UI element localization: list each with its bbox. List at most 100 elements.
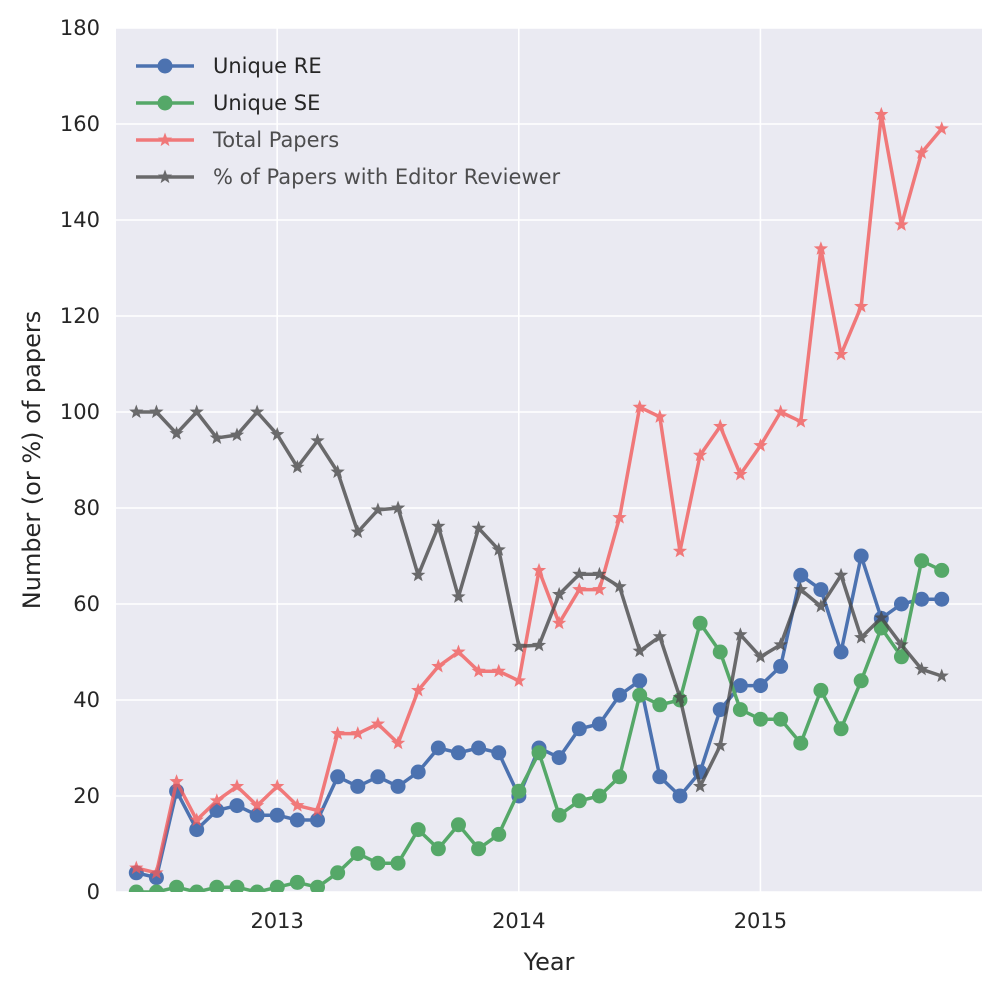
data-point [733, 466, 748, 481]
data-point [370, 855, 386, 871]
data-point [853, 673, 869, 689]
data-point [591, 716, 607, 732]
data-point [330, 865, 346, 881]
series-of-papers-with-editor-reviewer [129, 404, 949, 793]
legend-marker [157, 132, 173, 147]
data-point [270, 778, 285, 793]
legend-item: Unique SE [136, 91, 320, 115]
data-point [833, 721, 849, 737]
data-point [148, 884, 164, 892]
data-point [491, 663, 506, 678]
data-point [451, 644, 466, 659]
data-point [572, 582, 587, 596]
data-point [350, 524, 365, 539]
data-point [209, 793, 224, 807]
data-point [511, 673, 527, 687]
legend-item: Total Papers [136, 128, 339, 152]
data-point [753, 649, 768, 663]
data-point [833, 567, 849, 582]
legend-label: Unique RE [213, 54, 322, 78]
data-point [571, 793, 587, 809]
data-point [894, 637, 909, 651]
data-point [632, 673, 648, 689]
series-layer [128, 106, 950, 892]
data-point [672, 690, 688, 704]
data-point [269, 879, 285, 892]
data-point [370, 769, 386, 785]
legend-label: % of Papers with Editor Reviewer [213, 165, 561, 189]
data-point [753, 711, 769, 727]
y-tick-label: 80 [73, 496, 100, 520]
data-point [169, 774, 184, 788]
x-tick-label: 2014 [492, 909, 545, 933]
data-point [713, 418, 728, 433]
data-point [471, 663, 486, 678]
data-point [773, 658, 789, 674]
legend-item: % of Papers with Editor Reviewer [136, 165, 561, 189]
data-point [410, 822, 426, 838]
data-point [471, 740, 487, 756]
data-point [350, 778, 366, 794]
data-point [531, 562, 547, 577]
data-point [269, 807, 285, 823]
data-point [712, 702, 728, 718]
data-point [450, 817, 466, 833]
data-point [833, 346, 849, 361]
data-point [511, 638, 527, 653]
data-point [753, 678, 769, 694]
data-point [189, 822, 205, 838]
data-point [189, 884, 205, 892]
data-point [572, 566, 587, 581]
data-point [289, 812, 305, 828]
data-point [773, 637, 788, 651]
data-point [471, 520, 486, 535]
data-point [270, 427, 285, 441]
legend-marker [157, 169, 173, 184]
data-point [531, 637, 547, 652]
data-point [290, 798, 305, 812]
data-point [330, 726, 345, 740]
y-axis-title: Number (or %) of papers [18, 311, 46, 609]
series-total-papers [129, 106, 949, 879]
data-point [531, 745, 547, 761]
data-point [552, 615, 567, 630]
data-point [410, 764, 426, 780]
legend-item: Unique RE [136, 54, 322, 78]
data-point [934, 668, 949, 683]
x-axis-title: Year [523, 948, 575, 976]
data-point [813, 582, 829, 598]
x-tick-label: 2013 [250, 909, 303, 933]
data-point [189, 404, 204, 419]
data-point [370, 502, 386, 516]
data-point [713, 738, 728, 752]
data-point [491, 542, 506, 556]
data-point [914, 145, 929, 159]
data-point [773, 404, 788, 419]
data-point [934, 121, 949, 135]
data-point [733, 627, 748, 641]
data-point [511, 783, 527, 799]
data-point [793, 567, 809, 583]
x-axis: 2013 2014 2015 [250, 909, 787, 933]
data-point [853, 548, 869, 564]
data-point [149, 404, 164, 419]
data-point [128, 884, 144, 892]
data-point [591, 788, 607, 804]
data-point [491, 745, 507, 761]
data-point [149, 865, 164, 879]
data-point [672, 788, 688, 804]
data-point [571, 721, 587, 737]
data-point [854, 298, 869, 313]
data-point [129, 404, 144, 419]
data-point [350, 846, 366, 862]
data-point [290, 459, 305, 474]
legend-marker [157, 95, 173, 111]
data-point [632, 399, 647, 414]
data-point [350, 726, 365, 740]
data-point [813, 682, 829, 698]
data-point [229, 427, 245, 442]
y-tick-label: 120 [60, 304, 100, 328]
data-point [652, 769, 668, 785]
data-point [753, 438, 768, 452]
